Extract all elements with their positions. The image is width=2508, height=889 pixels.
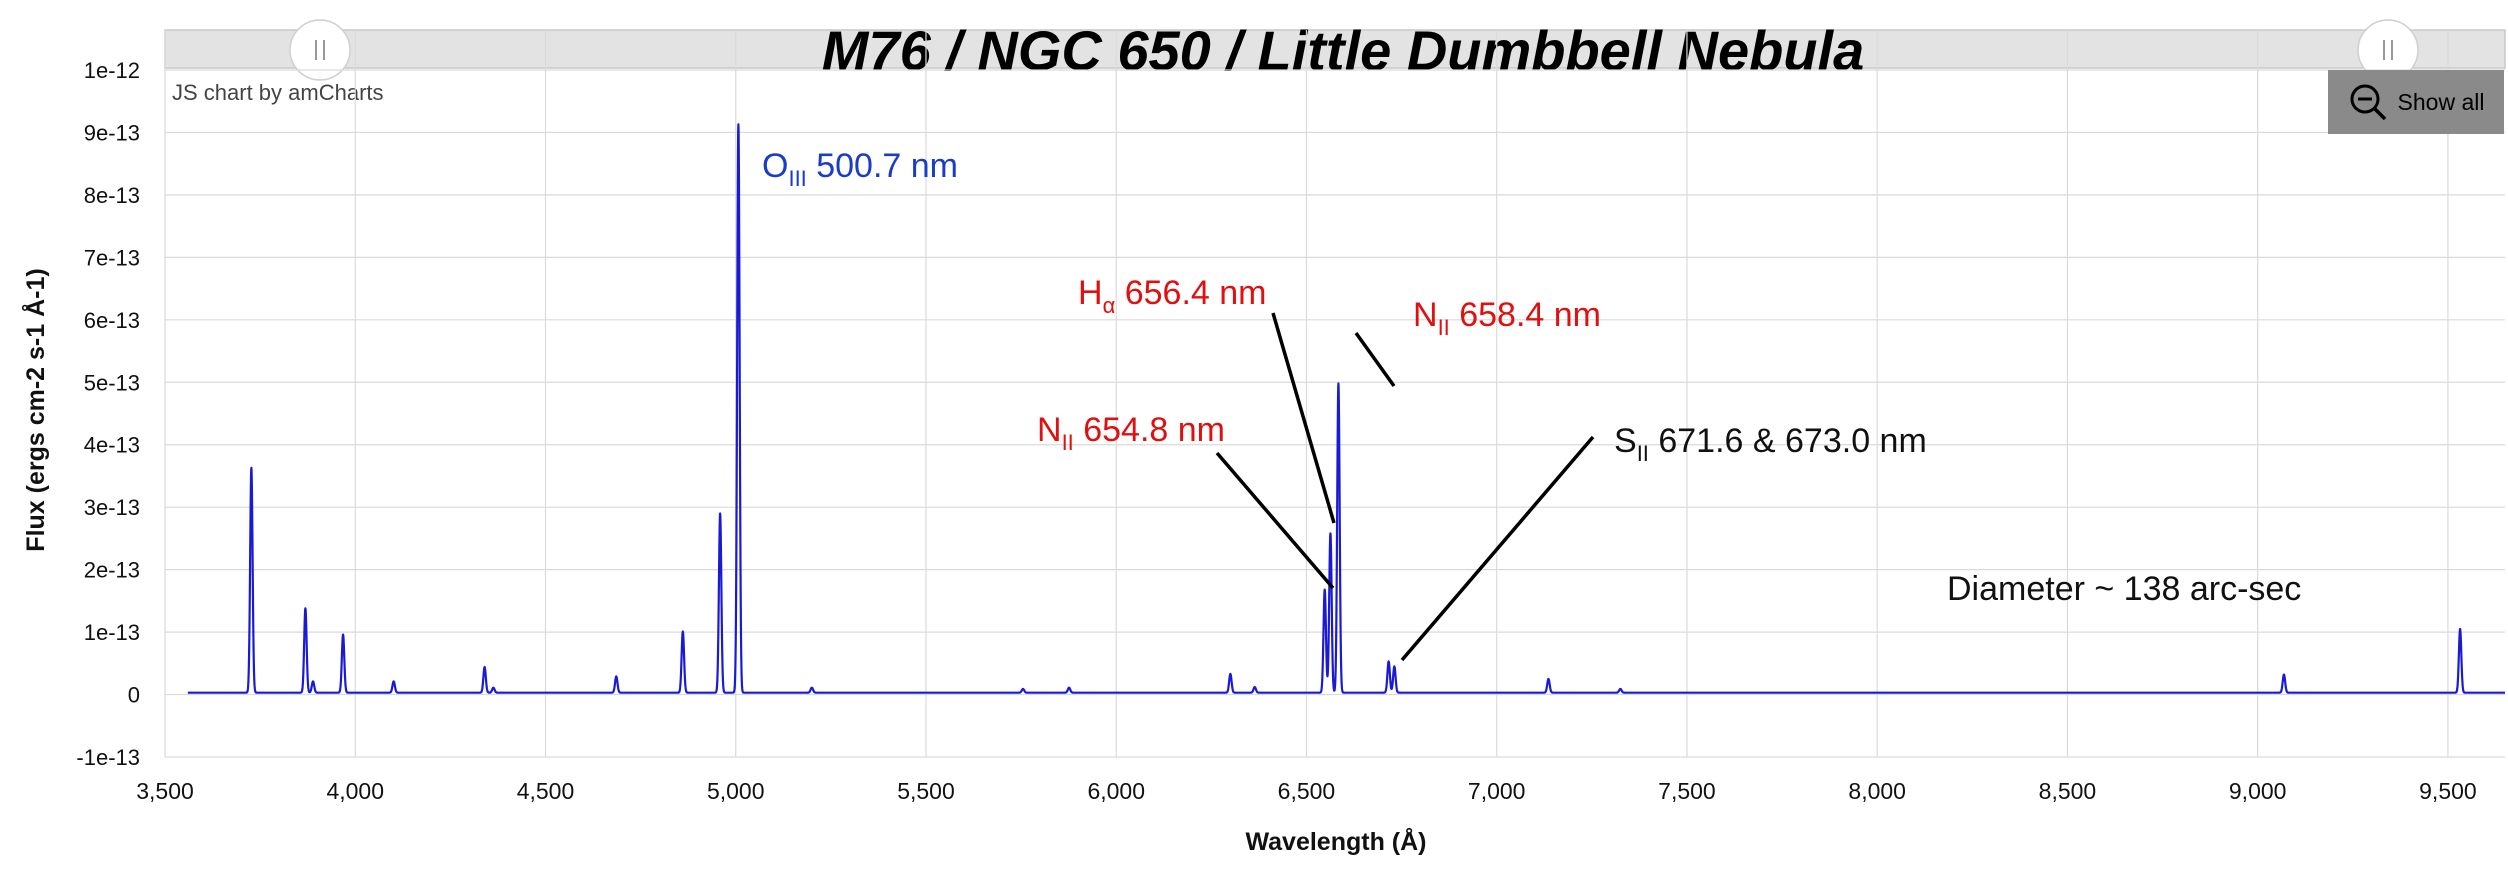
show-all-button[interactable]: Show all	[2328, 70, 2504, 134]
x-tick-label: 4,500	[517, 778, 575, 804]
annotation-label: Diameter ~ 138 arc-sec	[1947, 570, 2301, 608]
y-tick-label: 0	[128, 683, 140, 708]
annotation-label: NII 658.4 nm	[1413, 296, 1601, 340]
scrollbar-grip-right[interactable]	[2357, 19, 2419, 81]
y-tick-label: 3e-13	[84, 495, 140, 520]
y-tick-label: 4e-13	[84, 433, 140, 458]
y-tick-label: 8e-13	[84, 183, 140, 208]
annotation-leader-lines	[1215, 312, 1595, 662]
x-tick-label: 7,500	[1658, 778, 1716, 804]
x-tick-label: 9,000	[2229, 778, 2287, 804]
scrollbar-grip-left[interactable]	[289, 19, 351, 81]
annotation-label: SII 671.6 & 673.0 nm	[1614, 422, 1927, 466]
annotations: OIII 500.7 nm Hα 656.4 nm NII 658.4 nm NII …	[762, 147, 2301, 608]
x-axis-ticks: 3,500 4,000 4,500 5,000 5,500 6,000 6,500 7,000…	[136, 778, 2476, 804]
x-tick-label: 8,000	[1848, 778, 1906, 804]
x-tick-label: 9,500	[2419, 778, 2477, 804]
y-axis-title: Flux (ergs cm-2 s-1 Å-1)	[21, 268, 50, 551]
y-tick-label: 1e-12	[84, 58, 140, 83]
x-tick-label: 5,000	[707, 778, 765, 804]
x-tick-label: 5,500	[897, 778, 955, 804]
y-tick-label: 2e-13	[84, 558, 140, 583]
series-line	[186, 123, 2506, 694]
x-tick-label: 6,500	[1278, 778, 1336, 804]
x-tick-label: 8,500	[2039, 778, 2097, 804]
leader-line	[1354, 331, 1396, 388]
y-tick-label: -1e-13	[76, 745, 140, 770]
leader-line	[1271, 312, 1336, 524]
scrollbar-track[interactable]	[164, 29, 2506, 69]
zoom-out-icon	[2350, 84, 2386, 121]
x-tick-label: 4,000	[326, 778, 384, 804]
annotation-label: NII 654.8 nm	[1037, 411, 1225, 455]
y-tick-label: 1e-13	[84, 620, 140, 645]
y-tick-label: 7e-13	[84, 245, 140, 270]
x-tick-label: 6,000	[1087, 778, 1145, 804]
y-tick-label: 6e-13	[84, 308, 140, 333]
leader-line	[1400, 435, 1595, 662]
x-tick-label: 7,000	[1468, 778, 1526, 804]
x-axis-title: Wavelength (Å)	[1245, 827, 1426, 856]
chart-credit[interactable]: JS chart by amCharts	[172, 80, 384, 105]
y-tick-label: 5e-13	[84, 370, 140, 395]
x-tick-label: 3,500	[136, 778, 194, 804]
annotation-label: OIII 500.7 nm	[762, 147, 958, 191]
grid	[164, 30, 2505, 758]
show-all-label: Show all	[2397, 88, 2485, 115]
y-axis-ticks: -1e-13 0 1e-13 2e-13 3e-13 4e-13 5e-13 6e-13 7e-…	[76, 58, 140, 770]
annotation-label: Hα 656.4 nm	[1078, 274, 1267, 318]
leader-line	[1215, 451, 1335, 590]
y-tick-label: 9e-13	[84, 120, 140, 145]
chart-title: M76 / NGC 650 / Little Dumbbell Nebula	[822, 19, 1864, 82]
